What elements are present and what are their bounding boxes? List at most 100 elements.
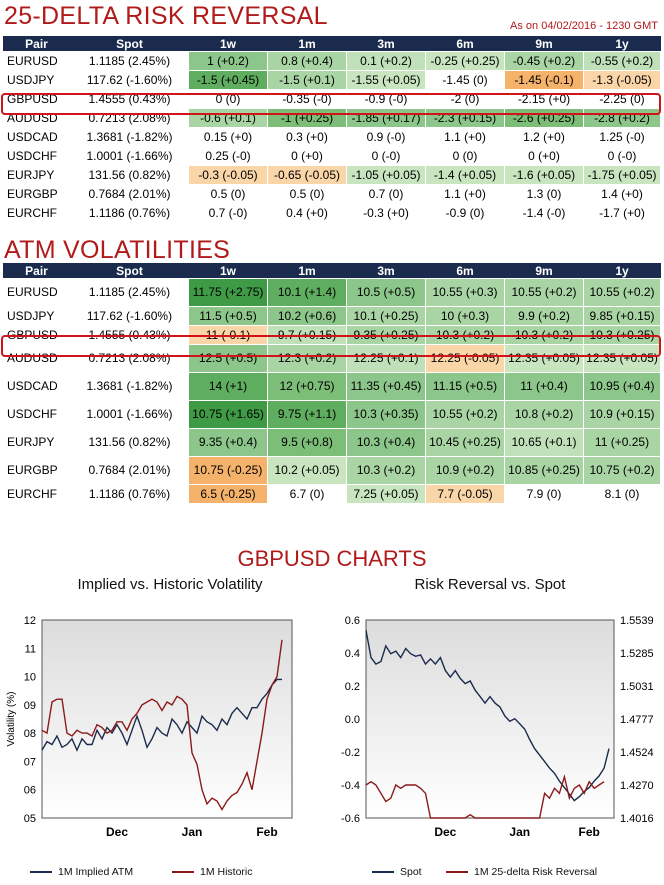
table-row: EURJPY 131.56 (0.82%) -0.3 (-0.05) -0.65 (-… [2, 165, 661, 185]
value-cell: 10.8 (+0.2) [504, 400, 584, 429]
pair-cell: GBPUSD [2, 325, 71, 345]
header-spot: Spot [70, 263, 189, 279]
value-cell: 1.1 (+0) [425, 184, 505, 204]
table-header: Pair Spot 1w 1m 3m 6m 9m 1y [2, 36, 661, 52]
value-cell: 11.5 (+0.5) [188, 306, 268, 326]
value-cell: 11.15 (+0.5) [425, 372, 505, 401]
value-cell: 10.75 (-0.25) [188, 456, 268, 485]
value-cell: -2.3 (+0.15) [425, 108, 505, 128]
spot-cell: 0.7213 (2.08%) [70, 108, 189, 128]
value-cell: -0.3 (-0.05) [188, 165, 268, 185]
pair-cell: USDCAD [2, 372, 71, 401]
table-row: USDCHF 1.0001 (-1.66%) 0.25 (-0) 0 (+0) 0 (-… [2, 146, 661, 166]
value-cell: 11 (-0.1) [188, 325, 268, 345]
value-cell: -1.45 (-0.1) [504, 70, 584, 90]
legend-spot: Spot [372, 866, 422, 878]
value-cell: 10.65 (+0.1) [504, 428, 584, 457]
header-spot: Spot [70, 36, 189, 52]
value-cell: 9.75 (+1.1) [267, 400, 347, 429]
legend-label: 1M Historic [200, 866, 253, 878]
pair-cell: EURGBP [2, 456, 71, 485]
value-cell: 0.9 (-0) [346, 127, 426, 147]
y-tick-label: 12 [24, 615, 36, 627]
y-tick-label-right: 1.4777 [620, 714, 654, 726]
value-cell: 10.45 (+0.25) [425, 428, 505, 457]
value-cell: 10.1 (+1.4) [267, 278, 347, 307]
value-cell: 9.35 (+0.25) [346, 325, 426, 345]
value-cell: 10.75 (+0.2) [583, 456, 661, 485]
value-cell: 10.55 (+0.3) [425, 278, 505, 307]
table-row: AUDUSD 0.7213 (2.08%) -0.6 (+0.1) -1 (+0.25… [2, 108, 661, 128]
value-cell: 10.55 (+0.2) [583, 278, 661, 307]
value-cell: -1.4 (-0) [504, 203, 584, 223]
value-cell: 0.1 (+0.2) [346, 51, 426, 71]
pair-cell: EURUSD [2, 51, 71, 71]
value-cell: -0.9 (0) [425, 203, 505, 223]
header-pair: Pair [2, 36, 71, 52]
value-cell: 10.2 (+0.05) [267, 456, 347, 485]
table-row: EURUSD 1.1185 (2.45%) 1 (+0.2) 0.8 (+0.4) 0.… [2, 51, 661, 71]
value-cell: 11 (+0.4) [504, 372, 584, 401]
value-cell: 10.3 (+0.2) [346, 456, 426, 485]
value-cell: 12.25 (-0.05) [425, 344, 505, 373]
spot-cell: 131.56 (0.82%) [70, 165, 189, 185]
value-cell: 9.5 (+0.8) [267, 428, 347, 457]
value-cell: 11 (+0.25) [583, 428, 661, 457]
value-cell: -2.25 (0) [583, 89, 661, 109]
value-cell: -1.75 (+0.05) [583, 165, 661, 185]
x-tick-label: Jan [509, 825, 530, 839]
value-cell: -1.45 (0) [425, 70, 505, 90]
value-cell: 0.5 (0) [188, 184, 268, 204]
spot-cell: 1.1185 (2.45%) [70, 278, 189, 307]
spot-cell: 1.0001 (-1.66%) [70, 146, 189, 166]
y-tick-label: 10 [24, 672, 36, 684]
legend-label: Spot [400, 866, 422, 878]
y-tick-label-left: 0.0 [345, 714, 360, 726]
chart-title-volatility: Implied vs. Historic Volatility [77, 576, 263, 593]
pair-cell: AUDUSD [2, 344, 71, 373]
pair-cell: USDJPY [2, 70, 71, 90]
pair-cell: EURJPY [2, 165, 71, 185]
pair-cell: EURGBP [2, 184, 71, 204]
pair-cell: EURJPY [2, 428, 71, 457]
value-cell: 12.35 (+0.05) [504, 344, 584, 373]
table-row: EURGBP 0.7684 (2.01%) 10.75 (-0.25) 10.2 (+… [2, 456, 661, 485]
value-cell: 0.4 (+0) [267, 203, 347, 223]
value-cell: 10.85 (+0.25) [504, 456, 584, 485]
legend-swatch [446, 871, 468, 874]
header-pair: Pair [2, 263, 71, 279]
risk-reversal-title: 25-DELTA RISK REVERSAL [4, 2, 328, 30]
spot-cell: 1.3681 (-1.82%) [70, 372, 189, 401]
table-row: EURUSD 1.1185 (2.45%) 11.75 (+2.75) 10.1 (+… [2, 278, 661, 307]
table-row: USDCAD 1.3681 (-1.82%) 14 (+1) 12 (+0.75) 11… [2, 372, 661, 401]
atm-volatilities-title: ATM VOLATILITIES [4, 236, 231, 264]
y-tick-label-left: -0.2 [341, 747, 360, 759]
table-row: AUDUSD 0.7213 (2.08%) 12.5 (+0.5) 12.3 (+0.… [2, 344, 661, 373]
spot-cell: 1.4555 (0.43%) [70, 89, 189, 109]
value-cell: 0 (-0) [583, 146, 661, 166]
header-1m: 1m [267, 263, 347, 279]
chart-title-risk-reversal: Risk Reversal vs. Spot [414, 576, 566, 593]
pair-cell: USDCAD [2, 127, 71, 147]
value-cell: 1.4 (+0) [583, 184, 661, 204]
x-tick-label: Feb [579, 825, 600, 839]
risk-reversal-table: Pair Spot 1w 1m 3m 6m 9m 1y EURUSD 1.1185 (2.45%… [2, 36, 661, 223]
y-tick-label: 05 [24, 813, 36, 825]
value-cell: 10 (+0.3) [425, 306, 505, 326]
value-cell: 1 (+0.2) [188, 51, 268, 71]
header-1w: 1w [188, 36, 268, 52]
series-line-0 [41, 678, 282, 752]
value-cell: 10.2 (+0.6) [267, 306, 347, 326]
legend-swatch [172, 871, 194, 874]
y-tick-label: 09 [24, 700, 36, 712]
header-1y: 1y [583, 263, 661, 279]
pair-cell: USDCHF [2, 146, 71, 166]
value-cell: 8.1 (0) [583, 484, 661, 504]
table-row: USDCHF 1.0001 (-1.66%) 10.75 (+1.65) 9.75 (… [2, 400, 661, 429]
value-cell: 7.7 (-0.05) [425, 484, 505, 504]
header-6m: 6m [425, 263, 505, 279]
value-cell: -0.6 (+0.1) [188, 108, 268, 128]
value-cell: 9.7 (+0.15) [267, 325, 347, 345]
legend-label: 1M Implied ATM [58, 866, 134, 878]
x-tick-label: Dec [434, 825, 456, 839]
